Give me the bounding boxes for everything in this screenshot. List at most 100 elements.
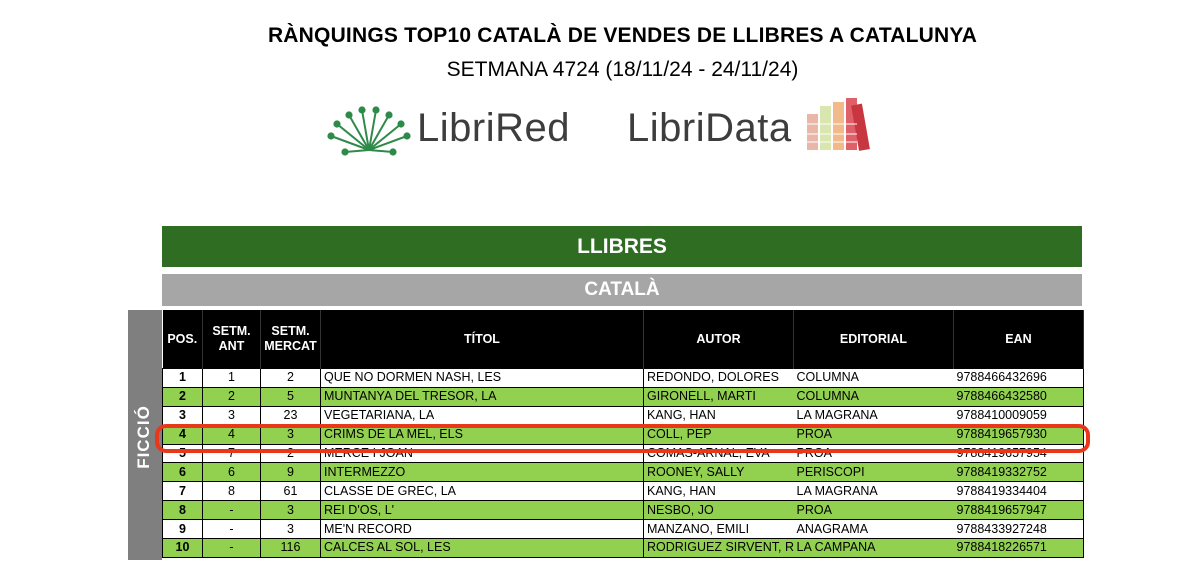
librired-logo-text: LibriRed xyxy=(417,106,570,150)
row-pos: 6 xyxy=(162,462,203,483)
row-pos: 9 xyxy=(162,519,203,540)
row-setm-ant: 7 xyxy=(202,443,261,464)
row-titol: ME'N RECORD xyxy=(320,519,644,540)
col-autor: AUTOR xyxy=(643,310,794,369)
row-setm-mercat: 3 xyxy=(260,519,321,540)
libridata-bars-icon xyxy=(807,98,870,151)
row-setm-mercat: 3 xyxy=(260,424,321,445)
row-setm-ant: 6 xyxy=(202,462,261,483)
row-setm-ant: 1 xyxy=(202,368,261,388)
row-setm-ant: - xyxy=(202,519,261,540)
row-editorial: COLUMNA xyxy=(793,386,954,407)
row-ean: 9788466432696 xyxy=(953,368,1084,388)
row-setm-mercat: 61 xyxy=(260,481,321,502)
col-ean: EAN xyxy=(953,310,1084,369)
table-row: 5 7 2 MERCE I JOAN COMAS-ARNAL, EVA PROA… xyxy=(162,443,1084,464)
row-titol: MERCE I JOAN xyxy=(320,443,644,464)
table-header: POS. SETM. ANT SETM. MERCAT TÍTOL AUTOR … xyxy=(162,310,1084,369)
row-pos: 8 xyxy=(162,500,203,521)
row-pos: 4 xyxy=(162,424,203,445)
row-autor: NESBO, JO xyxy=(643,500,794,521)
row-autor: GIRONELL, MARTI xyxy=(643,386,794,407)
row-setm-ant: 8 xyxy=(202,481,261,502)
row-titol: CALCES AL SOL, LES xyxy=(320,538,644,558)
row-editorial: COLUMNA xyxy=(793,368,954,388)
row-editorial: PROA xyxy=(793,500,954,521)
page-subtitle: SETMANA 4724 (18/11/24 - 24/11/24) xyxy=(446,58,799,81)
row-ean: 9788419332752 xyxy=(953,462,1084,483)
row-autor: COLL, PEP xyxy=(643,424,794,445)
row-setm-mercat: 2 xyxy=(260,368,321,388)
row-autor: RODRIGUEZ SIRVENT, REI xyxy=(643,538,794,558)
row-setm-mercat: 9 xyxy=(260,462,321,483)
table-row: 6 6 9 INTERMEZZO ROONEY, SALLY PERISCOPI… xyxy=(162,462,1084,483)
row-ean: 9788433927248 xyxy=(953,519,1084,540)
row-setm-ant: 3 xyxy=(202,405,261,426)
row-titol: MUNTANYA DEL TRESOR, LA xyxy=(320,386,644,407)
row-pos: 1 xyxy=(162,368,203,388)
row-editorial: LA MAGRANA xyxy=(793,481,954,502)
row-ean: 9788410009059 xyxy=(953,405,1084,426)
row-editorial: PERISCOPI xyxy=(793,462,954,483)
table-row: 10 - 116 CALCES AL SOL, LES RODRIGUEZ SI… xyxy=(162,538,1084,558)
row-setm-ant: 4 xyxy=(202,424,261,445)
table-row: 7 8 61 CLASSE DE GREC, LA KANG, HAN LA M… xyxy=(162,481,1084,502)
row-ean: 9788419657930 xyxy=(953,424,1084,445)
page-title: RÀNQUINGS TOP10 CATALÀ DE VENDES DE LLIB… xyxy=(267,24,978,47)
col-setm-ant-label: SETM. ANT xyxy=(212,324,251,353)
row-editorial: ANAGRAMA xyxy=(793,519,954,540)
row-pos: 2 xyxy=(162,386,203,407)
col-pos: POS. xyxy=(162,310,203,369)
row-setm-mercat: 2 xyxy=(260,443,321,464)
row-pos: 3 xyxy=(162,405,203,426)
row-editorial: LA MAGRANA xyxy=(793,405,954,426)
category-label: FICCIÓ xyxy=(134,405,153,469)
row-editorial: LA CAMPANA xyxy=(793,538,954,558)
row-autor: KANG, HAN xyxy=(643,481,794,502)
row-setm-ant: 2 xyxy=(202,386,261,407)
table-row: 8 - 3 REI D'OS, L' NESBO, JO PROA 978841… xyxy=(162,500,1084,521)
row-titol: CRIMS DE LA MEL, ELS xyxy=(320,424,644,445)
col-setm-ant: SETM. ANT xyxy=(202,310,261,369)
row-titol: VEGETARIANA, LA xyxy=(320,405,644,426)
row-titol: QUE NO DORMEN NASH, LES xyxy=(320,368,644,388)
row-titol: CLASSE DE GREC, LA xyxy=(320,481,644,502)
table-row: 3 3 23 VEGETARIANA, LA KANG, HAN LA MAGR… xyxy=(162,405,1084,426)
row-setm-ant: - xyxy=(202,538,261,558)
col-editorial: EDITORIAL xyxy=(793,310,954,369)
row-editorial: PROA xyxy=(793,424,954,445)
row-ean: 9788419657954 xyxy=(953,443,1084,464)
librired-logo-icon xyxy=(327,106,411,156)
row-setm-mercat: 5 xyxy=(260,386,321,407)
col-titol: TÍTOL xyxy=(320,310,644,369)
row-autor: COMAS-ARNAL, EVA xyxy=(643,443,794,464)
row-ean: 9788419334404 xyxy=(953,481,1084,502)
row-ean: 9788418226571 xyxy=(953,538,1084,558)
row-setm-mercat: 116 xyxy=(260,538,321,558)
row-autor: MANZANO, EMILI xyxy=(643,519,794,540)
col-setm-mercat: SETM. MERCAT xyxy=(260,310,321,369)
table-body: 1 1 2 QUE NO DORMEN NASH, LES REDONDO, D… xyxy=(162,368,1084,558)
row-setm-ant: - xyxy=(202,500,261,521)
row-editorial: PROA xyxy=(793,443,954,464)
table-row-highlighted: 4 4 3 CRIMS DE LA MEL, ELS COLL, PEP PRO… xyxy=(162,424,1084,445)
logos: LibriRed LibriData xyxy=(325,98,885,156)
row-autor: REDONDO, DOLORES xyxy=(643,368,794,388)
table-row: 9 - 3 ME'N RECORD MANZANO, EMILI ANAGRAM… xyxy=(162,519,1084,540)
section-band: LLIBRES xyxy=(162,226,1082,267)
col-setm-mercat-label: SETM. MERCAT xyxy=(264,324,317,353)
row-titol: INTERMEZZO xyxy=(320,462,644,483)
row-ean: 9788419657947 xyxy=(953,500,1084,521)
row-ean: 9788466432580 xyxy=(953,386,1084,407)
row-autor: KANG, HAN xyxy=(643,405,794,426)
row-pos: 5 xyxy=(162,443,203,464)
ranking-table: POS. SETM. ANT SETM. MERCAT TÍTOL AUTOR … xyxy=(162,310,1084,558)
row-setm-mercat: 3 xyxy=(260,500,321,521)
row-pos: 7 xyxy=(162,481,203,502)
libridata-logo-text: LibriData xyxy=(627,106,792,150)
table-row: 2 2 5 MUNTANYA DEL TRESOR, LA GIRONELL, … xyxy=(162,386,1084,407)
row-setm-mercat: 23 xyxy=(260,405,321,426)
table-row: 1 1 2 QUE NO DORMEN NASH, LES REDONDO, D… xyxy=(162,368,1084,388)
row-pos: 10 xyxy=(162,538,203,558)
row-autor: ROONEY, SALLY xyxy=(643,462,794,483)
